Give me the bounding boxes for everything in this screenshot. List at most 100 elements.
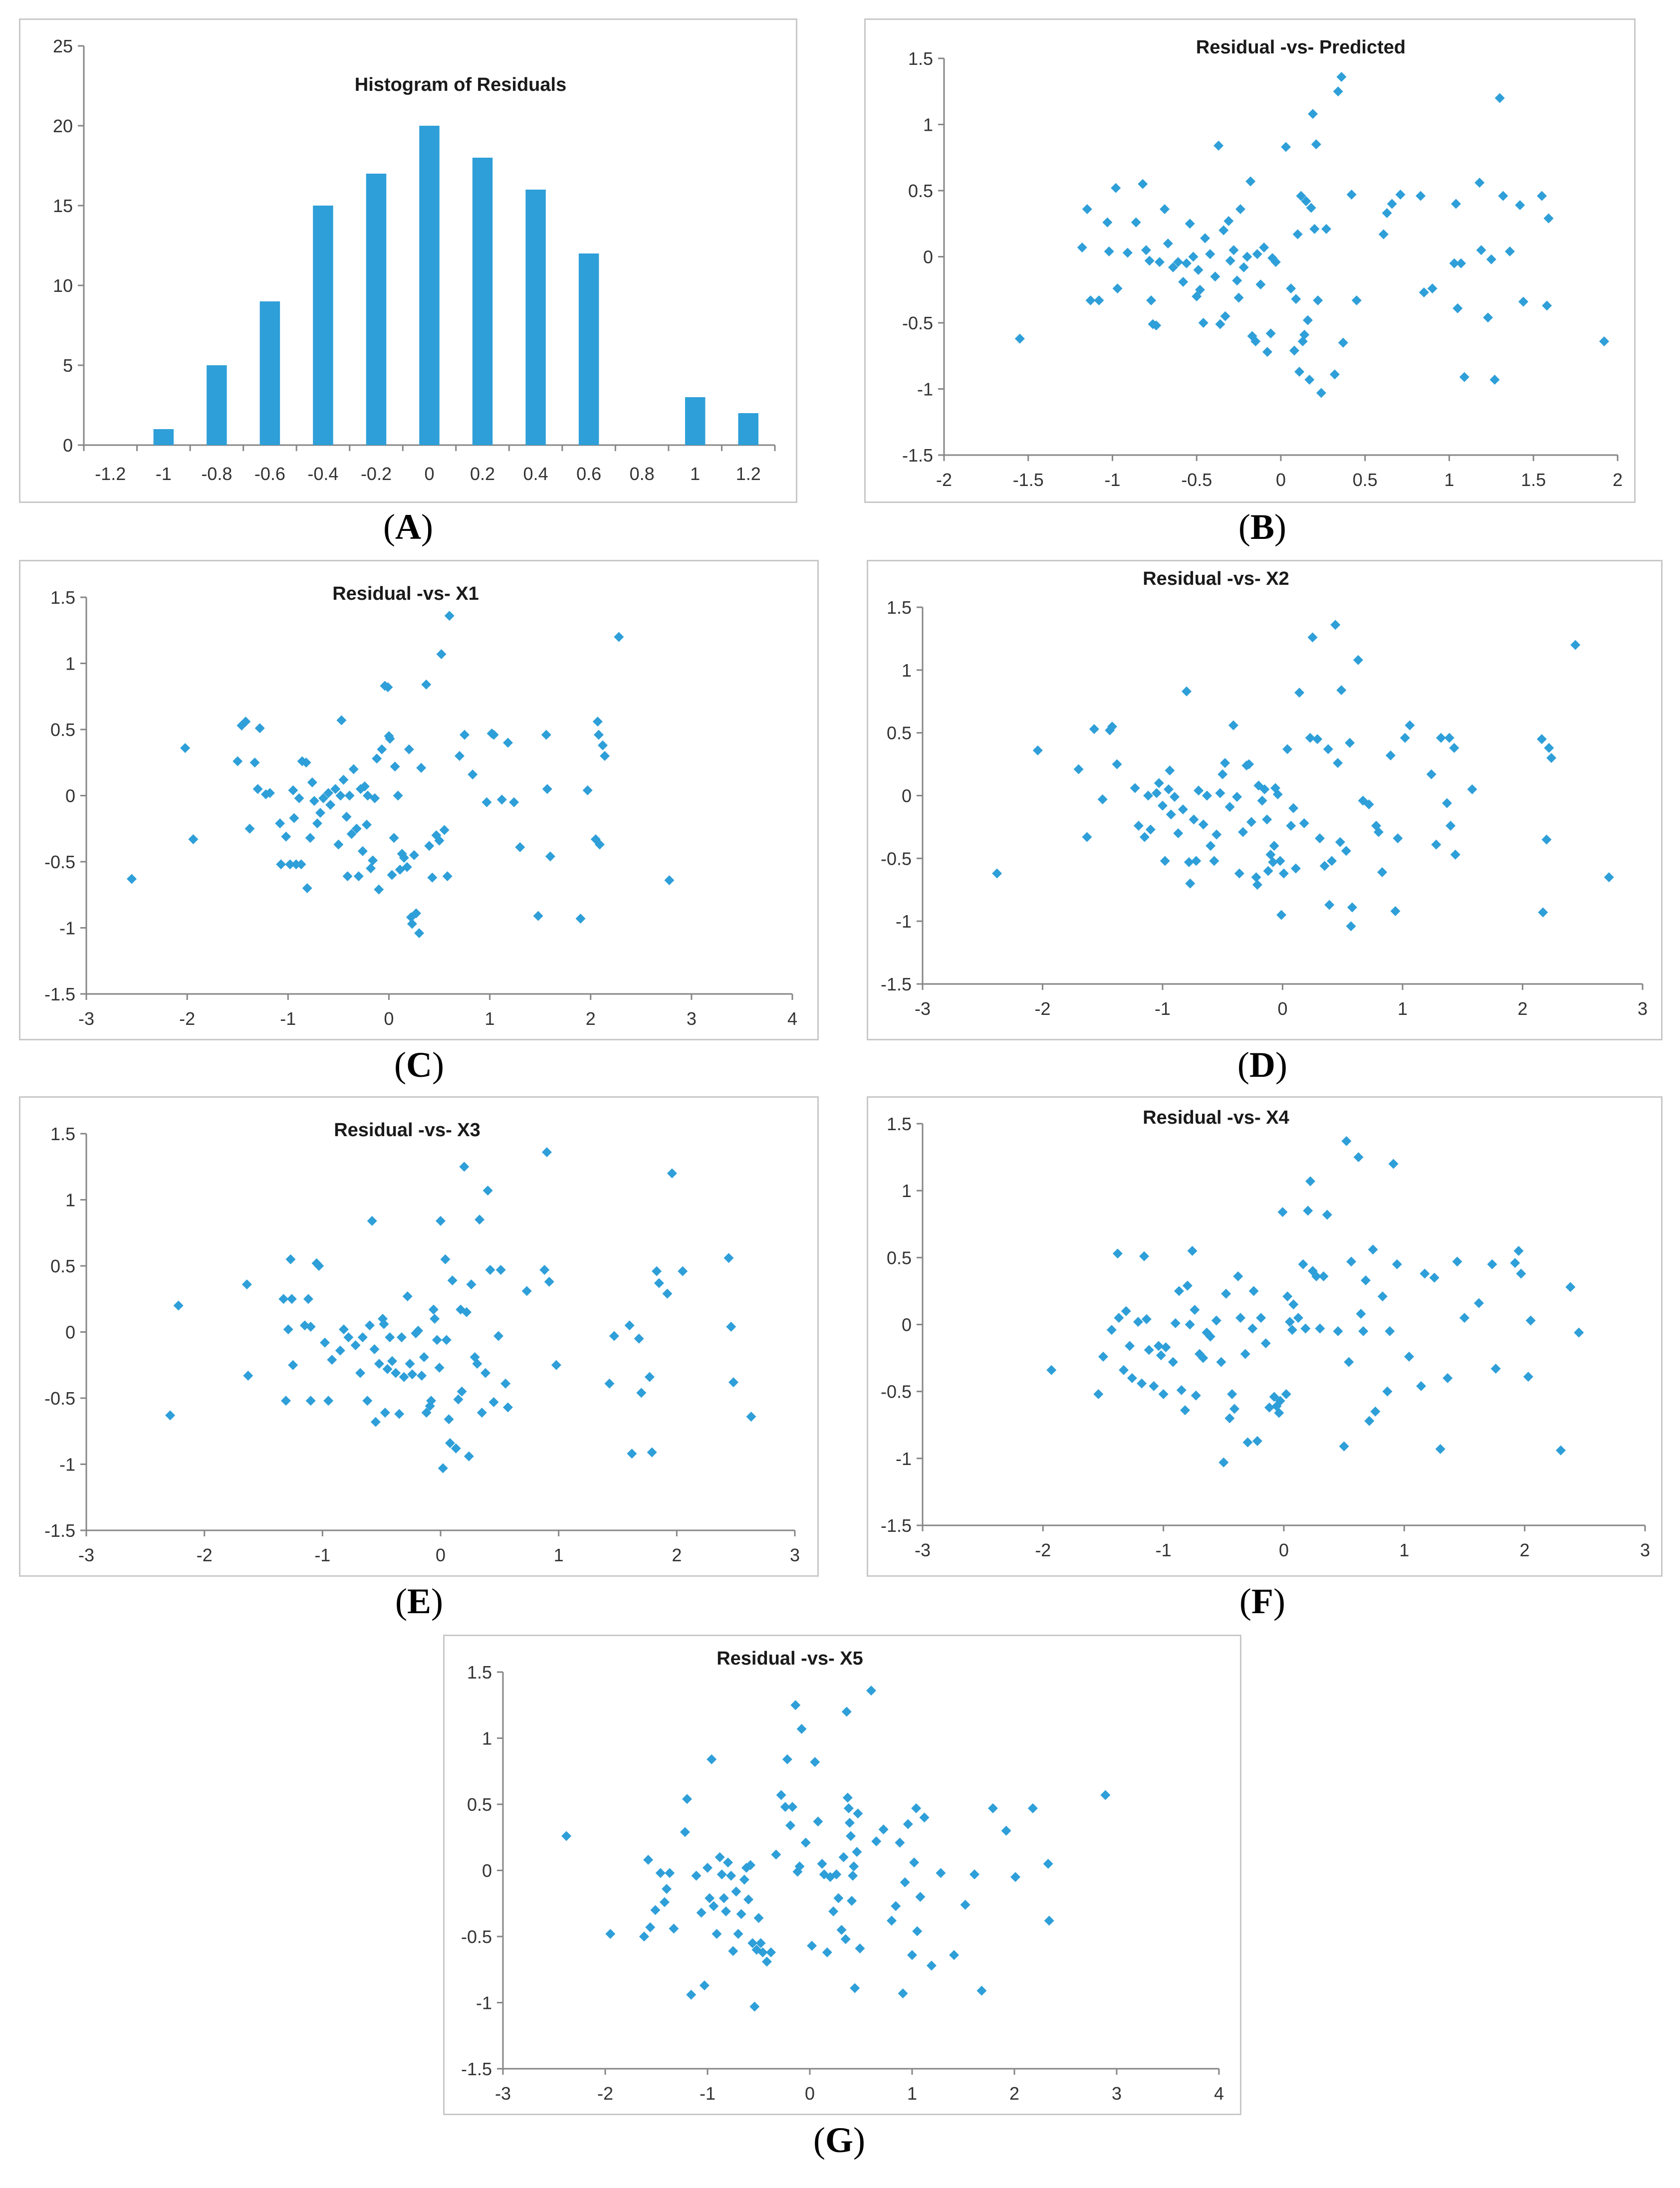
data-point (389, 833, 399, 843)
data-point (1262, 347, 1272, 357)
data-point (1112, 283, 1123, 294)
x-tick-label: 0 (424, 464, 434, 484)
data-point (342, 871, 353, 882)
data-point (1370, 1406, 1381, 1417)
data-point (1288, 803, 1299, 813)
y-tick-label: 1.5 (467, 1662, 492, 1683)
data-point (462, 1307, 472, 1317)
data-point (1247, 1323, 1258, 1334)
data-point (1201, 1327, 1212, 1338)
data-point (396, 1332, 407, 1343)
data-point (838, 1852, 849, 1862)
data-point (442, 871, 453, 882)
data-point (509, 797, 519, 807)
data-point (1164, 784, 1174, 794)
scatter-chart-predicted: -1.5-1-0.500.511.5-2 -1.5 -1 -0.5 0 0.5 1 1.5 2R… (902, 37, 1623, 490)
x-tick-label: -1 (156, 464, 172, 484)
data-point (1141, 1314, 1152, 1324)
data-point (541, 729, 551, 740)
data-point (323, 1396, 334, 1406)
y-tick-label: 1.5 (50, 587, 75, 608)
data-point (753, 1913, 764, 1923)
data-point (1351, 295, 1362, 305)
y-tick-label: 1 (65, 1190, 75, 1211)
data-point (1112, 759, 1122, 769)
data-point (1233, 292, 1244, 303)
data-point (1419, 287, 1429, 298)
y-tick-label: 1 (902, 1181, 912, 1201)
data-point (1445, 820, 1456, 831)
panel-g-caption: (G) (813, 2120, 865, 2160)
data-point (241, 1279, 252, 1290)
data-point (1274, 1408, 1284, 1418)
chart-frame (443, 1635, 1241, 2115)
data-point (1218, 225, 1229, 236)
data-point (1286, 820, 1296, 831)
data-point (1168, 262, 1178, 272)
data-point (1213, 140, 1224, 151)
data-point (383, 682, 393, 693)
data-point (1257, 795, 1267, 806)
data-point (597, 740, 608, 750)
data-point (1364, 1416, 1375, 1426)
data-point (1385, 750, 1396, 760)
data-point (976, 1985, 987, 1996)
x-tick-label: -1.2 (95, 464, 126, 484)
x-tick-label: 0.6 (576, 464, 601, 484)
data-point (1224, 802, 1235, 812)
data-point (728, 1946, 738, 1956)
data-point (813, 1816, 823, 1827)
data-point (426, 1396, 437, 1406)
y-tick-label: 0 (63, 435, 73, 456)
data-point (761, 1956, 772, 1967)
data-point (1435, 1444, 1445, 1455)
data-point (1323, 744, 1333, 754)
data-point (333, 839, 344, 850)
data-point (871, 1836, 882, 1847)
data-point (900, 1877, 910, 1888)
data-point (1121, 1306, 1131, 1316)
data-point (382, 1364, 393, 1374)
data-point (1304, 374, 1315, 385)
data-point (1143, 790, 1154, 801)
data-point (1242, 251, 1252, 262)
data-point (1155, 257, 1165, 267)
data-point (1182, 258, 1192, 268)
y-tick-label: -1.5 (881, 1515, 912, 1536)
x-tick-label: 1 (690, 464, 700, 484)
data-point (614, 632, 624, 642)
bar (259, 301, 280, 445)
data-point (1027, 1803, 1038, 1813)
data-point (369, 1344, 380, 1354)
data-point (296, 859, 306, 870)
data-point (1265, 328, 1276, 339)
data-point (436, 649, 447, 659)
data-point (1400, 732, 1410, 743)
data-point (1182, 686, 1192, 697)
data-point (1166, 809, 1176, 820)
chart-frame (19, 1096, 819, 1577)
data-point (909, 1857, 920, 1868)
data-point (1305, 1176, 1316, 1187)
data-point (472, 1359, 482, 1369)
data-point (1319, 861, 1330, 871)
data-point (1114, 1313, 1124, 1323)
data-point (374, 1359, 384, 1369)
data-point (1361, 1275, 1371, 1285)
bar (738, 413, 758, 445)
chart-title: Residual -vs- X4 (1143, 1107, 1289, 1128)
data-point (1451, 199, 1461, 209)
data-point (776, 1790, 786, 1800)
data-point (1161, 1342, 1171, 1353)
data-point (1262, 814, 1272, 825)
data-point (314, 1261, 324, 1271)
data-point (743, 1894, 753, 1905)
y-tick-label: 1.5 (908, 48, 933, 69)
data-point (1510, 1258, 1520, 1268)
data-point (475, 1215, 485, 1225)
data-point (357, 1332, 368, 1343)
data-point (1353, 1152, 1364, 1163)
data-point (399, 853, 409, 863)
panel-c-caption: (C) (394, 1045, 444, 1085)
data-point (367, 1216, 377, 1226)
